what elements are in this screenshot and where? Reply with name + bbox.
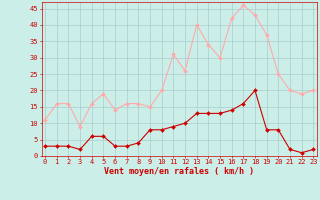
X-axis label: Vent moyen/en rafales ( km/h ): Vent moyen/en rafales ( km/h ) [104, 167, 254, 176]
